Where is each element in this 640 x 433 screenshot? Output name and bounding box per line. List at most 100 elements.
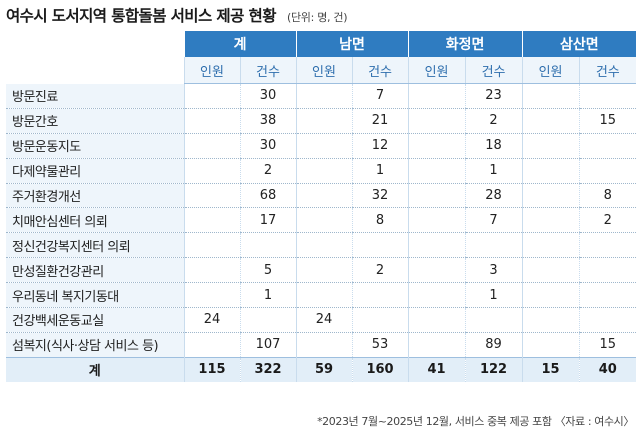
table-cell: 17 — [239, 207, 297, 234]
group-header-total: 계 — [183, 31, 297, 57]
table-cell — [521, 232, 580, 259]
table-cell — [407, 183, 466, 209]
row-label: 만성질환건강관리 — [6, 257, 184, 284]
table-cell: 30 — [239, 133, 297, 159]
table-cell: 24 — [295, 307, 353, 333]
table-cell — [183, 183, 240, 209]
table-row: 우리동네 복지기동대 1 1 — [6, 282, 637, 309]
table-cell: 3 — [464, 257, 523, 284]
table-cell: 28 — [464, 183, 523, 209]
table-cell: 32 — [351, 183, 409, 209]
table-cell — [407, 158, 466, 184]
table-row: 건강백세운동교실 24 24 — [6, 307, 637, 333]
table-cell — [351, 232, 409, 259]
table-cell: 21 — [351, 108, 409, 134]
sub-header: 인원 — [295, 57, 353, 84]
table-cell — [407, 307, 466, 333]
table-cell: 160 — [351, 356, 409, 382]
table-cell — [183, 207, 240, 234]
table-row: 주거환경개선 68 32 28 8 — [6, 183, 637, 209]
table-row: 방문운동지도 30 12 18 — [6, 133, 637, 159]
sub-header: 인원 — [521, 57, 580, 84]
table-cell — [295, 183, 353, 209]
table-cell — [578, 133, 637, 159]
table-cell — [183, 232, 240, 259]
table-cell — [183, 332, 240, 358]
row-label: 방문진료 — [6, 83, 184, 109]
table-cell — [521, 332, 580, 358]
table-row: 만성질환건강관리 5 2 3 — [6, 257, 637, 284]
table-cell — [521, 207, 580, 234]
table-cell — [183, 133, 240, 159]
table-cell — [464, 232, 523, 259]
corner-cell — [6, 31, 184, 84]
table-cell — [521, 183, 580, 209]
table-cell — [521, 83, 580, 109]
table-cell — [295, 133, 353, 159]
table-cell — [295, 232, 353, 259]
table-row: 정신건강복지센터 의뢰 — [6, 232, 637, 259]
table-cell: 1 — [351, 158, 409, 184]
table-cell — [239, 232, 297, 259]
row-label: 방문운동지도 — [6, 133, 184, 159]
table-cell — [295, 108, 353, 134]
table-cell — [407, 207, 466, 234]
table-cell — [183, 83, 240, 109]
sub-header: 건수 — [239, 57, 297, 84]
sub-header-row: 인원 건수 인원 건수 인원 건수 인원 건수 — [6, 57, 637, 84]
table-cell: 322 — [239, 356, 297, 382]
total-row: 계 115 322 59 160 41 122 15 40 — [6, 356, 637, 382]
table-cell: 89 — [464, 332, 523, 358]
table-cell: 24 — [183, 307, 240, 333]
group-header-row: 계 남면 화정면 삼산면 — [6, 31, 637, 84]
row-label: 주거환경개선 — [6, 183, 184, 209]
table-row: 방문진료 30 7 23 — [6, 83, 637, 109]
table-cell — [407, 332, 466, 358]
table-row: 치매안심센터 의뢰 17 8 7 2 — [6, 207, 637, 234]
table-row: 방문간호 38 21 2 15 — [6, 108, 637, 134]
table-cell — [521, 307, 580, 333]
table-cell — [407, 232, 466, 259]
sub-header: 건수 — [351, 57, 409, 84]
table-cell — [295, 158, 353, 184]
row-label: 섬복지(식사·상담 서비스 등) — [6, 332, 184, 358]
table-cell — [183, 108, 240, 134]
table-cell — [183, 158, 240, 184]
table-cell: 15 — [578, 332, 637, 358]
group-header-samsanmyeon: 삼산면 — [521, 31, 637, 57]
sub-header: 건수 — [578, 57, 637, 84]
table-cell — [578, 232, 637, 259]
table-cell — [295, 83, 353, 109]
group-header-hwajeongmyeon: 화정면 — [407, 31, 523, 57]
table-cell — [578, 282, 637, 309]
table-cell: 59 — [295, 356, 353, 382]
table-cell: 7 — [464, 207, 523, 234]
table-cell — [578, 307, 637, 333]
row-label: 건강백세운동교실 — [6, 307, 184, 333]
table-cell — [521, 133, 580, 159]
table-cell — [578, 257, 637, 284]
row-label: 다제약물관리 — [6, 158, 184, 184]
table-cell — [351, 282, 409, 309]
table-cell: 1 — [464, 282, 523, 309]
table-cell — [295, 257, 353, 284]
table-cell: 41 — [407, 356, 466, 382]
table-cell — [464, 307, 523, 333]
table-cell: 15 — [578, 108, 637, 134]
table-cell — [295, 207, 353, 234]
table-cell — [351, 307, 409, 333]
table-cell — [407, 133, 466, 159]
table-cell — [183, 282, 240, 309]
table-cell: 115 — [183, 356, 240, 382]
table-row: 섬복지(식사·상담 서비스 등) 107 53 89 15 — [6, 332, 637, 358]
table-cell: 8 — [578, 183, 637, 209]
sub-header: 인원 — [407, 57, 466, 84]
page-title: 여수시 도서지역 통합돌봄 서비스 제공 현황 — [6, 7, 276, 25]
header: 여수시 도서지역 통합돌봄 서비스 제공 현황 (단위: 명, 건) — [6, 4, 348, 26]
table-cell: 8 — [351, 207, 409, 234]
table-cell: 30 — [239, 83, 297, 109]
table-cell — [521, 282, 580, 309]
table-cell: 38 — [239, 108, 297, 134]
table-cell: 2 — [464, 108, 523, 134]
table-cell: 23 — [464, 83, 523, 109]
